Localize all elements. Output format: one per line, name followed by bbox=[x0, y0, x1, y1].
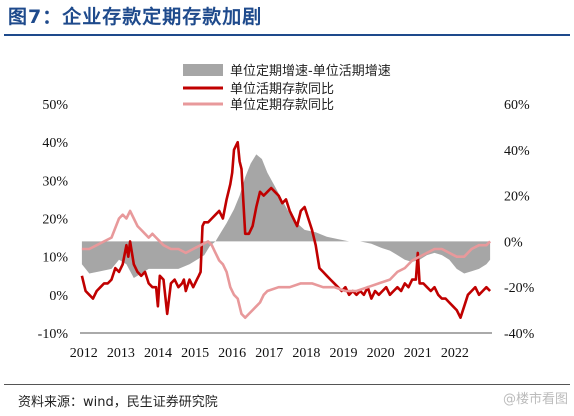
x-tick-label: 2022 bbox=[441, 346, 469, 361]
y-right-tick-label: 20% bbox=[504, 190, 530, 205]
y-left-tick-label: 10% bbox=[42, 251, 68, 266]
y-left-tick-label: 30% bbox=[42, 174, 68, 189]
x-tick-label: 2014 bbox=[144, 346, 172, 361]
y-left-tick-label: 0% bbox=[49, 289, 68, 304]
x-tick-label: 2015 bbox=[181, 346, 209, 361]
tick-label-layer: 50% 40% 30% 20% 10% 0% -10% 60% 40% 20% 0% -20% -40%… bbox=[38, 98, 535, 361]
x-tick-label: 2019 bbox=[330, 346, 358, 361]
series-area-spread bbox=[81, 154, 491, 278]
series-line-fixed-deposit bbox=[81, 209, 492, 320]
y-right-tick-label: -40% bbox=[504, 327, 535, 342]
x-tick-label: 2013 bbox=[107, 346, 135, 361]
y-right-tick-label: 0% bbox=[504, 235, 523, 250]
x-tick-label: 2016 bbox=[218, 346, 246, 361]
y-left-tick-label: -10% bbox=[38, 327, 69, 342]
x-tick-label: 2017 bbox=[255, 346, 283, 361]
y-right-tick-label: 40% bbox=[504, 144, 530, 159]
x-tick-label: 2020 bbox=[367, 346, 395, 361]
y-right-tick-label: -20% bbox=[504, 281, 535, 296]
legend-swatch-area bbox=[183, 64, 223, 76]
figure-title: 图7：企业存款定期存款加剧 bbox=[8, 6, 263, 28]
y-left-tick-label: 40% bbox=[42, 136, 68, 151]
watermark: @楼市看图 bbox=[502, 392, 568, 407]
legend-label: 单位活期存款同比 bbox=[230, 82, 334, 97]
x-tick-label: 2012 bbox=[70, 346, 98, 361]
y-right-tick-label: 60% bbox=[504, 98, 530, 113]
series-line-current-deposit bbox=[80, 140, 492, 320]
chart: 50% 40% 30% 20% 10% 0% -10% 60% 40% 20% 0% -20% -40%… bbox=[38, 64, 535, 361]
source-note: 资料来源：wind，民生证券研究院 bbox=[18, 395, 218, 410]
spread-area-layer bbox=[81, 154, 491, 278]
source-divider bbox=[4, 384, 570, 385]
x-tick-label: 2018 bbox=[292, 346, 320, 361]
legend-label: 单位定期增速-单位活期增速 bbox=[230, 64, 391, 79]
x-tick-label: 2021 bbox=[404, 346, 432, 361]
y-left-tick-label: 20% bbox=[42, 213, 68, 228]
legend-label: 单位定期存款同比 bbox=[230, 98, 334, 113]
series-line-layer bbox=[80, 140, 492, 320]
y-left-tick-label: 50% bbox=[42, 98, 68, 113]
title-underline bbox=[4, 34, 570, 36]
